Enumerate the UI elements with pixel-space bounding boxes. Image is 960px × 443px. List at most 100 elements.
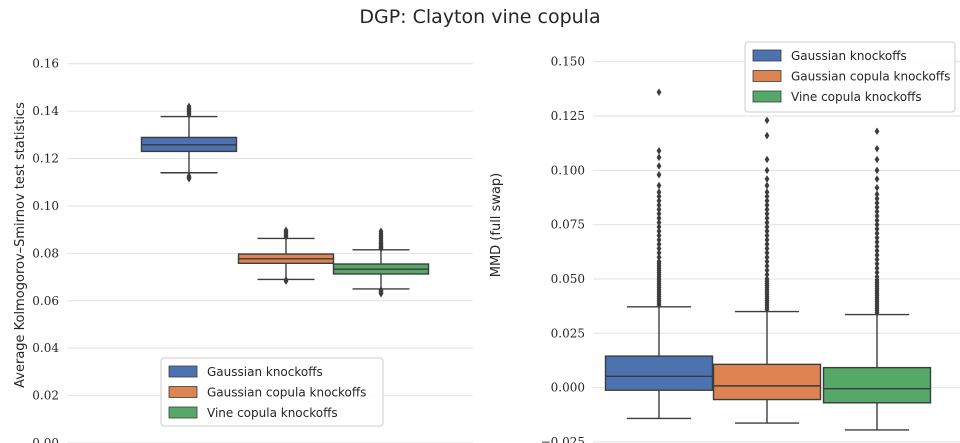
outlier-point [764,236,770,244]
outlier-point [656,223,662,231]
y-tick-label: −0.025 [541,435,585,443]
outlier-point [764,166,770,175]
outlier-point [656,205,662,214]
y-tick-label: 0.04 [32,341,59,355]
outlier-point [764,116,770,125]
outlier-point [656,214,662,222]
y-axis-label: Average Kolmogorov–Smirnov test statisti… [13,102,28,388]
outlier-point [874,199,880,207]
box-gaussian-knockoffs [140,102,238,183]
outlier-point [874,194,880,203]
outlier-point [764,205,770,214]
outlier-point [764,244,770,253]
outlier-point [764,223,770,231]
outlier-point [764,210,770,218]
outlier-point [764,192,770,201]
box-gaussian-copula-knockoffs [237,226,335,285]
y-tick-label: 0.000 [551,381,585,395]
y-tick-label: 0.08 [32,246,59,260]
outlier-point [874,259,880,268]
outlier-point [764,201,770,209]
legend-label: Vine copula knockoffs [207,406,338,420]
outlier-point [874,207,880,216]
outlier-point [874,144,880,153]
mmd-panel: −0.025 0.000 0.025 0.050 0.075 0.100 0.125 0.15… [489,41,960,443]
outlier-point [764,257,770,266]
y-tick-label: 0.075 [551,218,585,232]
legend: Gaussian knockoffs Gaussian copula knocko… [744,41,956,113]
outlier-point [874,203,880,212]
y-tick-label: 0.10 [32,199,59,213]
outlier-point [874,166,880,175]
legend: Gaussian knockoffs Gaussian copula knocko… [160,357,384,427]
legend-frame [160,357,384,427]
outlier-point [764,214,770,222]
outlier-point [186,102,192,111]
outlier-point [656,227,662,235]
outlier-point [764,175,770,183]
outlier-point [874,264,880,272]
box-iqr [712,363,822,401]
outlier-point [764,240,770,249]
outlier-point [874,175,880,183]
outlier-point [283,276,289,284]
legend-label: Gaussian copula knockoffs [791,70,950,84]
outlier-point [656,170,662,179]
outlier-point [764,231,770,240]
y-axis-label: MMD (full swap) [489,173,504,278]
legend-swatch [752,49,782,62]
outlier-point [656,196,662,205]
box-iqr [822,366,932,404]
outlier-point [283,226,289,235]
outlier-point [764,275,770,283]
y-tick-label: 0.12 [32,152,59,166]
box-gaussian-copula-knockoffs [712,116,822,424]
y-tick-label: 0.050 [551,272,585,286]
outlier-point [656,188,662,196]
box-vine-copula-knockoffs [332,227,430,298]
legend-label: Gaussian knockoffs [207,365,323,379]
y-tick-label: 0.02 [32,389,59,403]
box-gaussian-knockoffs [604,88,714,420]
outlier-point [378,286,384,294]
outlier-point [656,231,662,240]
y-tick-label: 0.00 [32,436,59,443]
box-vine-copula-knockoffs [822,127,932,431]
y-tick-label: 0.14 [32,104,59,118]
outlier-point [874,255,880,264]
outlier-point [656,253,662,262]
outlier-point [656,244,662,253]
outlier-point [764,270,770,279]
outlier-point [656,162,662,170]
outlier-point [764,155,770,164]
outlier-point [874,242,880,251]
outlier-point [874,225,880,233]
outlier-point [874,190,880,199]
outlier-point [874,229,880,238]
outlier-point [764,131,770,140]
outlier-point [764,188,770,196]
y-tick-label: 0.025 [551,326,585,340]
outlier-point [764,253,770,262]
box-iqr [604,355,714,391]
legend-swatch [168,406,198,419]
outlier-point [764,249,770,257]
y-tick-label: 0.125 [551,109,585,123]
outlier-point [656,88,662,96]
outlier-point [656,146,662,155]
legend-swatch [168,386,198,398]
outlier-point [764,218,770,227]
legend-swatch [752,70,782,82]
outlier-point [874,127,880,136]
outlier-point [656,218,662,227]
outlier-point [874,183,880,192]
outlier-point [874,155,880,164]
legend-swatch [752,90,782,103]
legend-label: Gaussian knockoffs [791,49,907,63]
outlier-point [874,233,880,242]
outlier-point [764,196,770,205]
legend-label: Gaussian copula knockoffs [207,386,366,400]
outlier-point [378,227,384,236]
outlier-point [874,251,880,259]
